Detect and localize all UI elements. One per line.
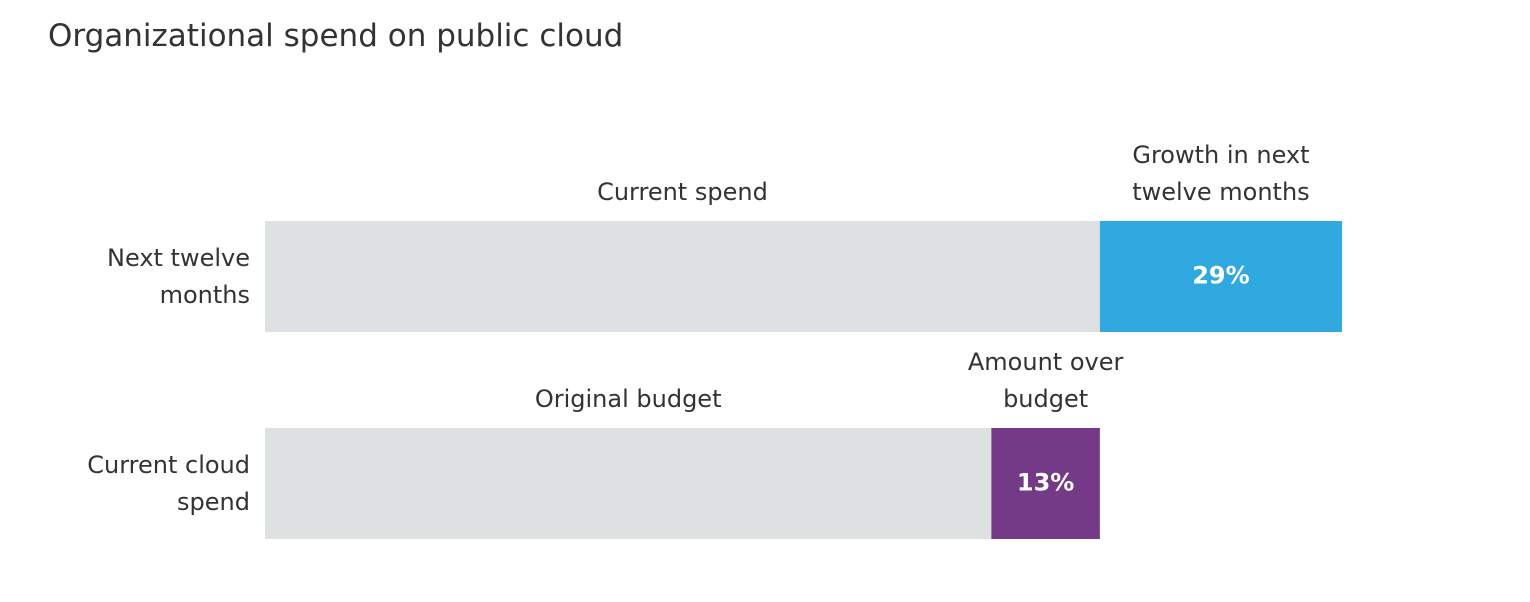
segment-label: Original budget xyxy=(534,385,722,413)
segment-label: Amount over budget xyxy=(967,348,1124,413)
category-label: Current cloud spend xyxy=(87,450,250,516)
bar-segment xyxy=(1099,221,1342,332)
bar-segment xyxy=(265,428,992,539)
bar-segment xyxy=(265,221,1100,332)
segment-label: Growth in next twelve months xyxy=(1132,141,1310,206)
segment-label: Current spend xyxy=(597,178,768,206)
category-label: Next twelve months xyxy=(107,243,250,309)
value-label: 29% xyxy=(1192,262,1249,290)
chart-title: Organizational spend on public cloud xyxy=(48,18,624,54)
value-label: 13% xyxy=(1017,469,1074,497)
bar-segment xyxy=(991,428,1100,539)
